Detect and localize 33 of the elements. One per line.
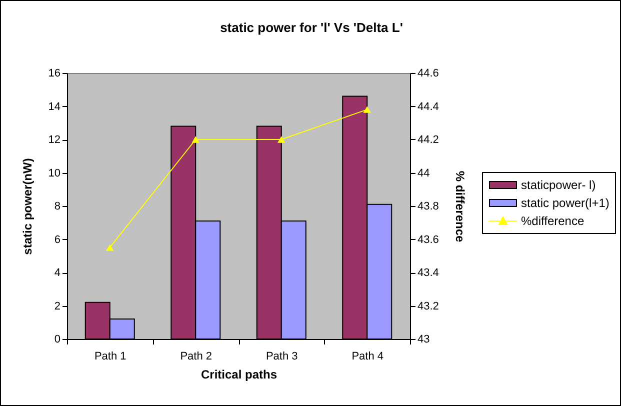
- y-tick-label: 6: [54, 234, 60, 246]
- x-tick-label: Path 3: [266, 350, 298, 362]
- y-axis-title: static power(nW): [20, 158, 34, 255]
- y-tick-label: 2: [54, 300, 60, 312]
- y-tick-label: 10: [48, 167, 60, 180]
- point: [363, 106, 371, 113]
- legend-label: %difference: [521, 214, 584, 228]
- y2-tick-label: 44.6: [418, 68, 439, 80]
- y-tick-label: 8: [54, 200, 60, 212]
- y2-tick-label: 44: [418, 167, 430, 180]
- y-tick-label: 12: [48, 134, 60, 146]
- y2-tick-label: 43: [418, 334, 430, 346]
- point: [106, 244, 114, 251]
- y-tick-label: 16: [48, 68, 60, 80]
- y-tick-label: 14: [48, 100, 60, 113]
- y-tick-label: 0: [54, 334, 60, 346]
- point: [278, 136, 286, 143]
- y2-tick-label: 43.8: [418, 200, 439, 212]
- y2-tick-label: 44.4: [418, 100, 439, 113]
- legend-label: staticpower- l): [521, 178, 596, 192]
- point: [192, 136, 200, 143]
- y2-axis-title: % difference: [452, 170, 467, 242]
- x-axis-title: Critical paths: [200, 368, 278, 382]
- y2-tick-label: 43.6: [418, 234, 439, 246]
- legend-label: static power(l+1): [521, 196, 610, 210]
- y-tick-label: 4: [54, 267, 60, 279]
- x-tick-label: Path 4: [352, 350, 384, 362]
- chart-title: static power for 'l' Vs 'Delta L': [220, 20, 403, 35]
- y2-tick-label: 44.2: [418, 134, 439, 146]
- y2-tick-label: 43.2: [418, 300, 439, 312]
- x-tick-label: Path 2: [180, 350, 212, 362]
- x-tick-label: Path 1: [94, 350, 126, 362]
- y2-tick-label: 43.4: [418, 267, 439, 279]
